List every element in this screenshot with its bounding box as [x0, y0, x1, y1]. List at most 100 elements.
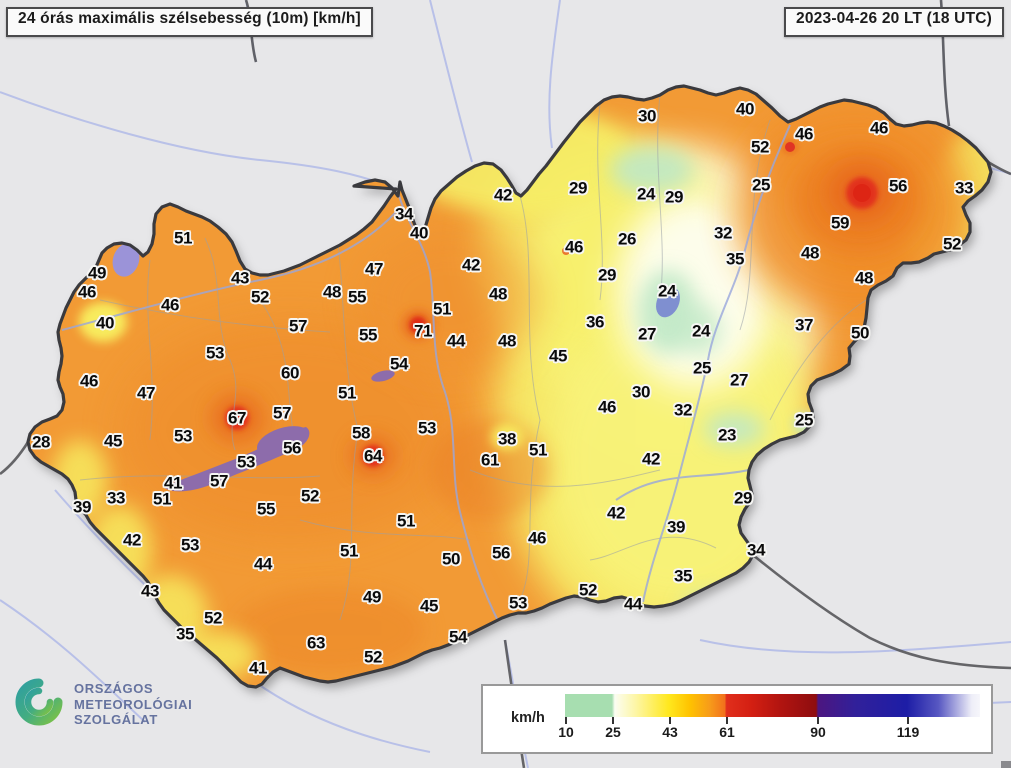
lake-tisza — [656, 286, 680, 318]
station-value: 52 — [364, 647, 382, 667]
legend-tick-mark — [726, 717, 728, 724]
station-value: 25 — [795, 410, 813, 430]
station-value: 43 — [141, 581, 159, 601]
station-value: 49 — [88, 263, 106, 283]
station-value: 51 — [433, 299, 451, 319]
station-value: 53 — [174, 426, 192, 446]
station-value: 37 — [795, 315, 813, 335]
station-value: 46 — [80, 371, 98, 391]
station-value: 53 — [206, 343, 224, 363]
station-value: 30 — [632, 382, 650, 402]
station-value: 53 — [509, 593, 527, 613]
hungary-border — [26, 84, 993, 689]
legend-tick-label: 119 — [896, 724, 920, 740]
station-value: 61 — [481, 450, 499, 470]
station-value: 24 — [637, 184, 655, 204]
station-value: 35 — [674, 566, 692, 586]
station-value: 23 — [718, 425, 736, 445]
station-value: 52 — [204, 608, 222, 628]
station-value: 54 — [449, 627, 467, 647]
county-lines — [79, 94, 867, 621]
station-value: 55 — [348, 287, 366, 307]
station-value: 35 — [176, 624, 194, 644]
legend-tick-mark — [817, 717, 819, 724]
station-value: 48 — [498, 331, 516, 351]
legend-tick-label: 90 — [810, 724, 826, 740]
station-value: 47 — [365, 259, 383, 279]
station-value: 64 — [364, 446, 382, 466]
station-value: 48 — [323, 282, 341, 302]
station-value: 48 — [489, 284, 507, 304]
station-value: 44 — [624, 594, 642, 614]
station-value: 27 — [638, 324, 656, 344]
station-value: 67 — [228, 408, 246, 428]
station-value: 56 — [889, 176, 907, 196]
station-value: 50 — [442, 549, 460, 569]
legend-unit-label: km/h — [511, 710, 545, 726]
station-value: 25 — [693, 358, 711, 378]
station-value: 46 — [78, 282, 96, 302]
station-value: 38 — [498, 429, 516, 449]
station-value: 42 — [642, 449, 660, 469]
station-value: 55 — [257, 499, 275, 519]
legend-tick-label: 43 — [662, 724, 678, 740]
station-value: 32 — [674, 400, 692, 420]
station-value: 51 — [529, 440, 547, 460]
station-value: 53 — [418, 418, 436, 438]
station-value: 40 — [736, 99, 754, 119]
station-value: 41 — [164, 473, 182, 493]
station-value: 32 — [714, 223, 732, 243]
legend-tick-label: 25 — [605, 724, 621, 740]
station-value: 46 — [598, 397, 616, 417]
station-value: 48 — [801, 243, 819, 263]
station-value: 33 — [955, 178, 973, 198]
map-datetime: 2023-04-26 20 LT (18 UTC) — [796, 10, 992, 27]
station-value: 46 — [795, 124, 813, 144]
station-value: 34 — [747, 540, 765, 560]
omsz-logo-text: ORSZÁGOS METEOROLÓGIAI SZOLGÁLAT — [74, 681, 192, 728]
station-value: 42 — [123, 530, 141, 550]
station-value: 60 — [281, 363, 299, 383]
station-value: 29 — [665, 187, 683, 207]
station-value: 39 — [667, 517, 685, 537]
station-value: 56 — [283, 438, 301, 458]
station-value: 45 — [420, 596, 438, 616]
station-value: 29 — [734, 488, 752, 508]
wind-field — [52, 94, 991, 679]
station-value: 50 — [851, 323, 869, 343]
station-value: 53 — [237, 452, 255, 472]
station-value: 43 — [231, 268, 249, 288]
map-title: 24 órás maximális szélsebesség (10m) [km… — [18, 10, 361, 27]
station-value: 45 — [549, 346, 567, 366]
station-value: 29 — [598, 265, 616, 285]
station-value: 40 — [96, 313, 114, 333]
lakes — [112, 243, 680, 492]
lake-ferto — [112, 243, 140, 277]
station-value: 55 — [359, 325, 377, 345]
station-value: 56 — [492, 543, 510, 563]
station-value: 40 — [410, 223, 428, 243]
station-value: 52 — [251, 287, 269, 307]
station-value: 26 — [618, 229, 636, 249]
station-value: 29 — [569, 178, 587, 198]
omsz-logo-line2: METEOROLÓGIAI — [74, 696, 193, 712]
station-value: 42 — [494, 185, 512, 205]
station-value: 59 — [831, 213, 849, 233]
corner-mark — [1001, 761, 1011, 768]
map-datetime-box: 2023-04-26 20 LT (18 UTC) — [784, 7, 1004, 37]
station-value: 46 — [528, 528, 546, 548]
omsz-swirl-icon — [14, 676, 64, 733]
station-value: 52 — [751, 137, 769, 157]
station-value: 44 — [447, 331, 465, 351]
station-value: 24 — [658, 281, 676, 301]
station-value: 30 — [638, 106, 656, 126]
station-value: 46 — [870, 118, 888, 138]
station-value: 57 — [273, 403, 291, 423]
station-value: 28 — [32, 432, 50, 452]
station-value: 52 — [943, 234, 961, 254]
omsz-logo-line3: SZOLGÁLAT — [74, 712, 158, 728]
station-value: 52 — [301, 486, 319, 506]
station-value: 51 — [338, 383, 356, 403]
station-value: 49 — [363, 587, 381, 607]
